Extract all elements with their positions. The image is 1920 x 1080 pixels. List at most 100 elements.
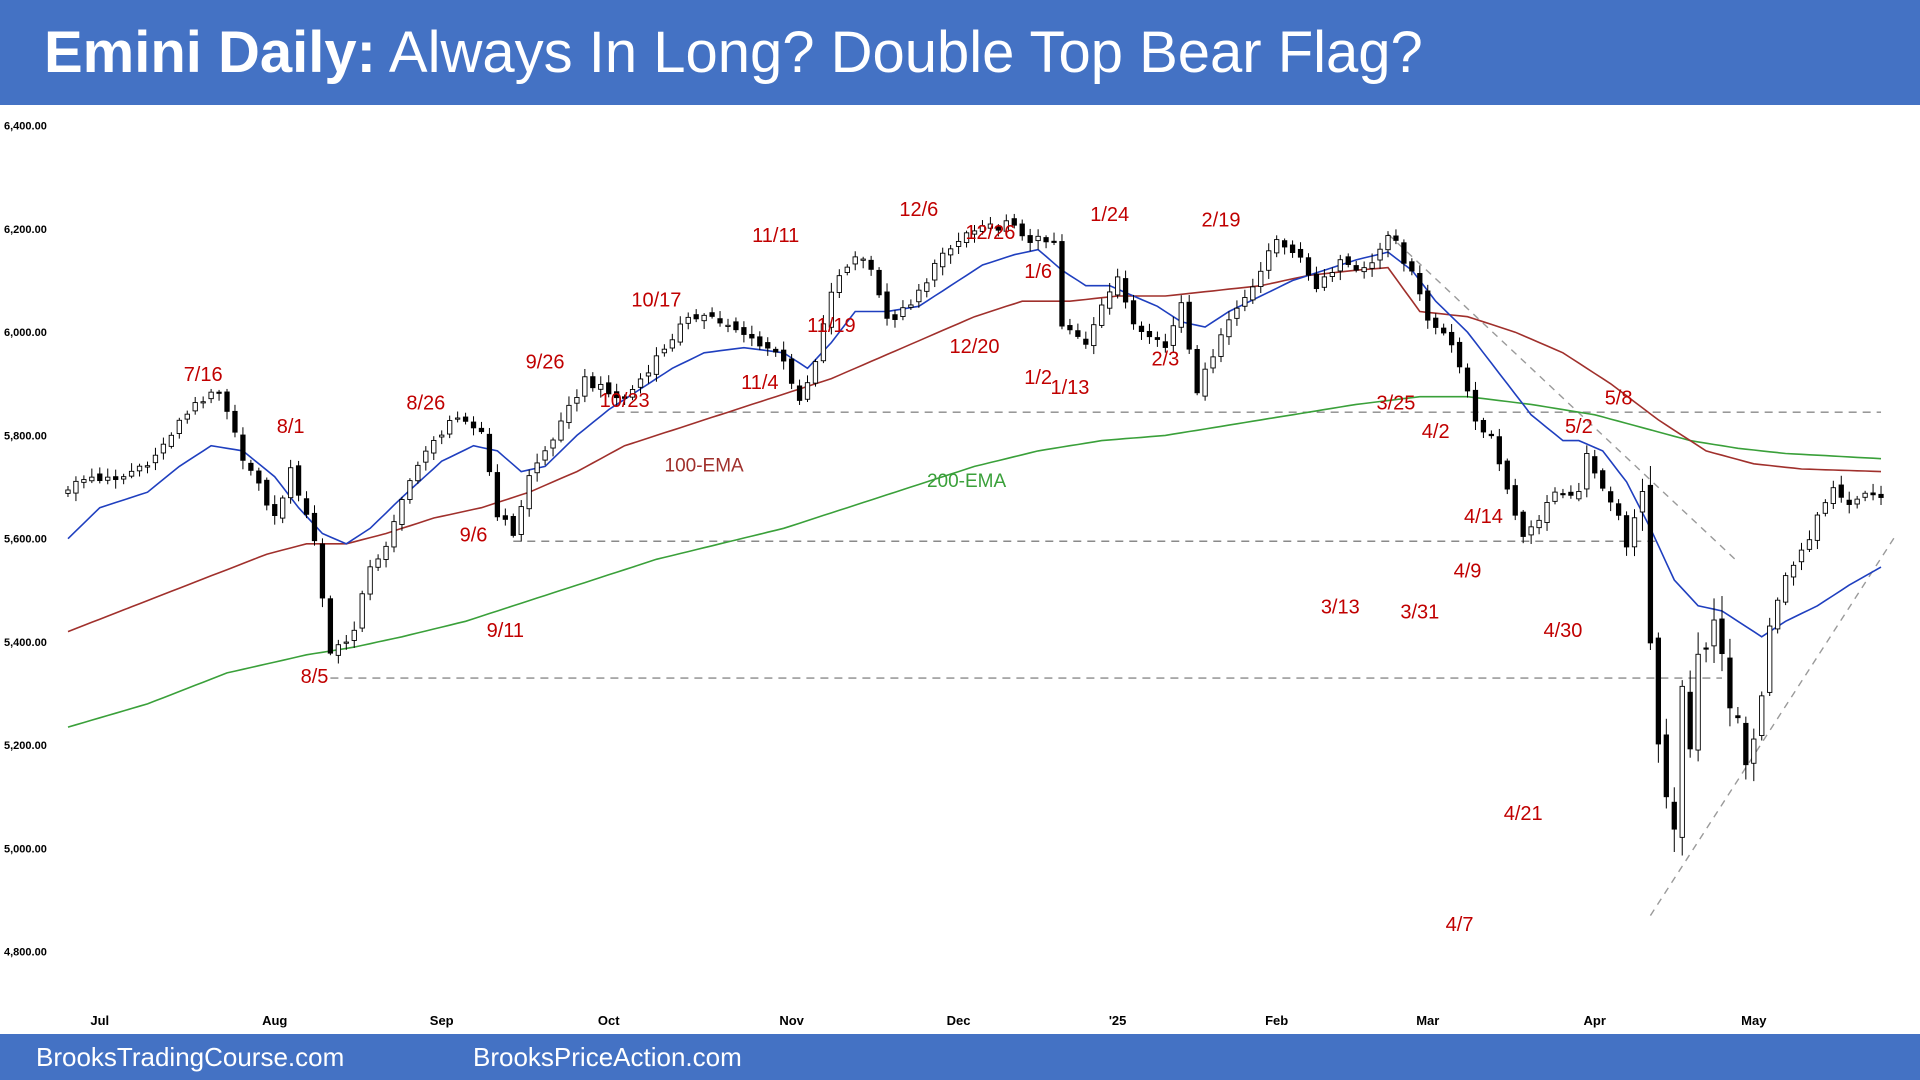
candle: [1274, 235, 1280, 258]
candle: [669, 333, 675, 352]
candle: [1782, 572, 1789, 606]
candle: [1138, 321, 1145, 340]
candle: [1464, 363, 1471, 398]
annotation-label: 8/5: [301, 666, 329, 688]
candle: [1441, 323, 1447, 336]
candle: [1051, 232, 1057, 246]
x-tick-label: Jul: [90, 1013, 109, 1028]
candle: [860, 256, 866, 269]
candle: [1448, 324, 1455, 353]
candle: [868, 255, 874, 276]
candle: [439, 430, 445, 445]
candle: [1281, 238, 1288, 255]
candle: [1385, 231, 1391, 258]
candle: [1790, 561, 1797, 586]
candle: [319, 538, 326, 608]
footer-left-link[interactable]: BrooksTradingCourse.com: [36, 1042, 345, 1072]
candle: [733, 317, 739, 333]
candle: [1639, 478, 1646, 531]
candle: [1528, 520, 1534, 544]
annotation-label: 200-EMA: [927, 471, 1007, 492]
candle: [1814, 512, 1821, 550]
candle: [653, 347, 660, 382]
candle: [1425, 284, 1431, 329]
annotation-label: 5/2: [1565, 416, 1593, 438]
candle: [518, 500, 524, 542]
candle: [1870, 483, 1876, 501]
candle: [1496, 428, 1502, 472]
candle: [788, 353, 795, 390]
title-bold: Emini Daily:: [44, 20, 376, 85]
candle: [574, 389, 580, 412]
candle: [184, 410, 190, 424]
candle: [470, 416, 477, 436]
candle: [1592, 449, 1598, 479]
candle: [1313, 266, 1320, 293]
candle: [892, 310, 898, 328]
footer-right-link[interactable]: BrooksPriceAction.com: [473, 1042, 742, 1072]
annotation-label: 3/25: [1376, 393, 1415, 415]
candle: [1608, 486, 1614, 512]
candle: [1695, 632, 1701, 762]
candle: [1631, 509, 1638, 557]
candle: [773, 346, 779, 357]
candle: [1321, 269, 1328, 291]
candle: [1568, 485, 1574, 499]
candle: [550, 437, 556, 457]
x-tick-label: Feb: [1265, 1013, 1288, 1028]
candle: [1433, 313, 1439, 335]
candle: [1186, 295, 1192, 354]
annotation-label: 1/2: [1024, 367, 1052, 389]
candle: [1878, 485, 1884, 506]
y-axis: 6,400.00 6,200.00 6,000.00 5,800.00 5,600.00…: [4, 121, 47, 959]
candle: [232, 404, 238, 438]
candle: [804, 375, 811, 403]
candle: [415, 461, 421, 484]
candle: [1091, 317, 1097, 355]
candle: [423, 446, 429, 471]
candle: [1297, 242, 1304, 263]
candle: [1472, 381, 1479, 430]
candle: [1377, 242, 1383, 269]
annotation-label: 4/30: [1543, 620, 1582, 642]
title-rest: Always In Long? Double Top Bear Flag?: [375, 20, 1423, 85]
annotation-label: 100-EMA: [665, 456, 745, 477]
candle: [542, 446, 548, 466]
candle: [1250, 278, 1256, 304]
y-tick-label: 5,000.00: [4, 843, 47, 855]
annotation-label: 12/6: [899, 199, 938, 221]
candle: [1194, 345, 1200, 396]
candle: [176, 417, 182, 439]
candle: [256, 467, 262, 491]
candle: [1369, 253, 1375, 277]
candle: [1027, 228, 1033, 252]
candle: [598, 376, 604, 398]
candle: [765, 337, 771, 356]
candle: [502, 508, 508, 526]
candle: [1520, 509, 1526, 544]
candle: [1353, 260, 1359, 273]
candle: [1671, 787, 1677, 852]
candle: [645, 364, 652, 384]
annotation-label: 5/8: [1605, 387, 1633, 409]
candle: [661, 344, 668, 357]
candle: [359, 590, 365, 633]
candle: [796, 379, 803, 405]
annotation-label: 3/13: [1321, 597, 1360, 619]
y-tick-label: 4,800.00: [4, 947, 47, 959]
candle: [852, 251, 858, 271]
candle: [781, 341, 787, 370]
candle: [287, 459, 294, 504]
candle: [725, 318, 731, 333]
candle: [685, 312, 691, 330]
candle: [637, 373, 644, 394]
candle: [1409, 258, 1415, 276]
candle: [1130, 294, 1137, 330]
annotation-label: 10/17: [631, 289, 681, 311]
annotation-label: 10/23: [600, 390, 650, 412]
candle: [582, 368, 588, 403]
candle: [1576, 482, 1582, 502]
x-tick-label: Dec: [947, 1013, 971, 1028]
candlestick-chart: 6,400.00 6,200.00 6,000.00 5,800.00 5,600.00…: [4, 121, 1898, 1028]
x-tick-label: Mar: [1416, 1013, 1439, 1028]
